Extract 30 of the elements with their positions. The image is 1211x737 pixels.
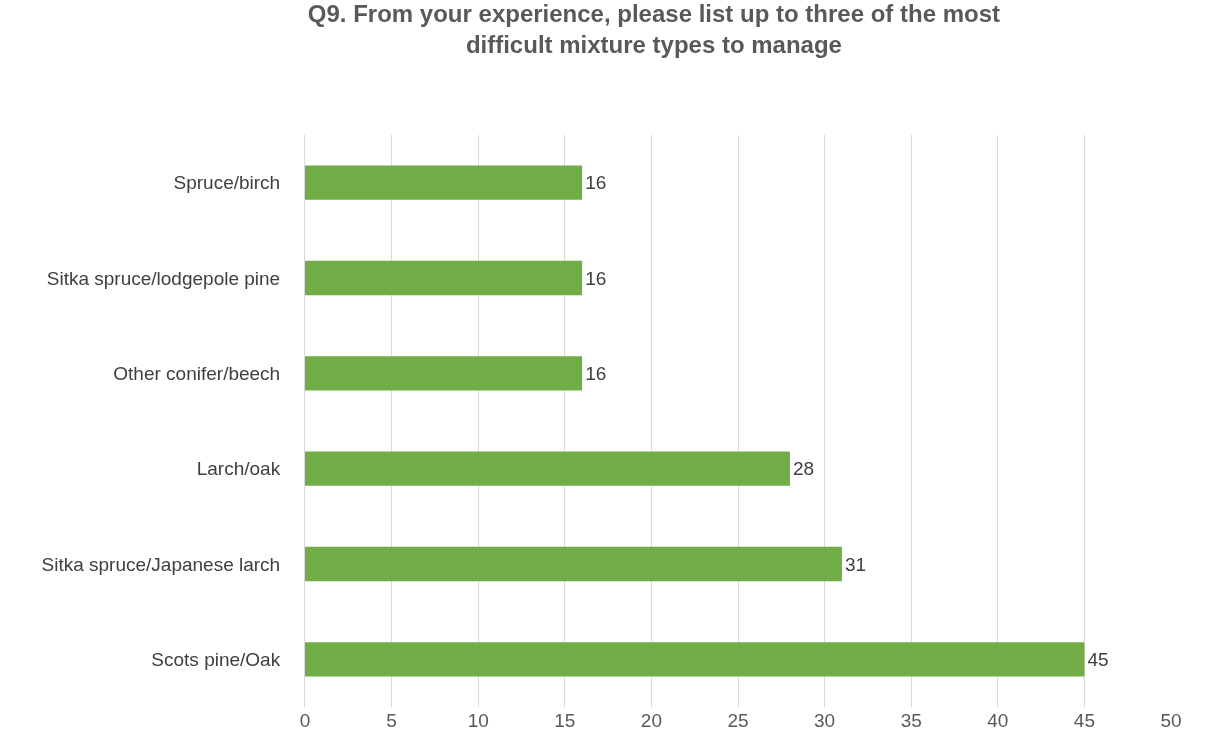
x-tick-label: 25 — [727, 710, 749, 731]
x-tick-label: 40 — [987, 710, 1009, 731]
x-tick-label: 35 — [900, 710, 922, 731]
bar — [305, 546, 842, 582]
x-tick-label: 50 — [1160, 710, 1182, 731]
data-label: 16 — [585, 172, 607, 194]
x-tick-label: 10 — [467, 710, 489, 731]
y-tick-label: Larch/oak — [196, 458, 281, 480]
x-tick-label: 45 — [1073, 710, 1095, 731]
data-label: 28 — [792, 458, 815, 480]
x-tick-label: 0 — [299, 710, 311, 731]
bar — [305, 356, 583, 391]
chart-title: Q9. From your experience, please list up to three of the most difficult mixture types to manage — [307, 0, 1001, 59]
x-tick-label: 20 — [640, 710, 662, 731]
y-tick-label: Sitka spruce/Japanese larch — [41, 553, 281, 575]
y-tick-label: Sitka spruce/lodgepole pine — [46, 267, 281, 289]
data-label: 31 — [844, 553, 867, 575]
bar — [305, 451, 790, 486]
x-tick-label: 5 — [386, 710, 397, 731]
x-tick-label: 30 — [814, 710, 836, 731]
y-tick-label: Scots pine/Oak — [151, 648, 281, 670]
bar — [305, 165, 583, 200]
bar — [305, 260, 583, 296]
y-tick-label: Other conifer/beech — [113, 362, 281, 384]
y-tick-label: Spruce/birch — [173, 172, 281, 194]
data-label: 16 — [585, 267, 607, 289]
data-label: 45 — [1087, 648, 1109, 670]
data-label: 16 — [585, 362, 607, 384]
bar — [305, 642, 1085, 677]
x-tick-label: 15 — [554, 710, 576, 731]
